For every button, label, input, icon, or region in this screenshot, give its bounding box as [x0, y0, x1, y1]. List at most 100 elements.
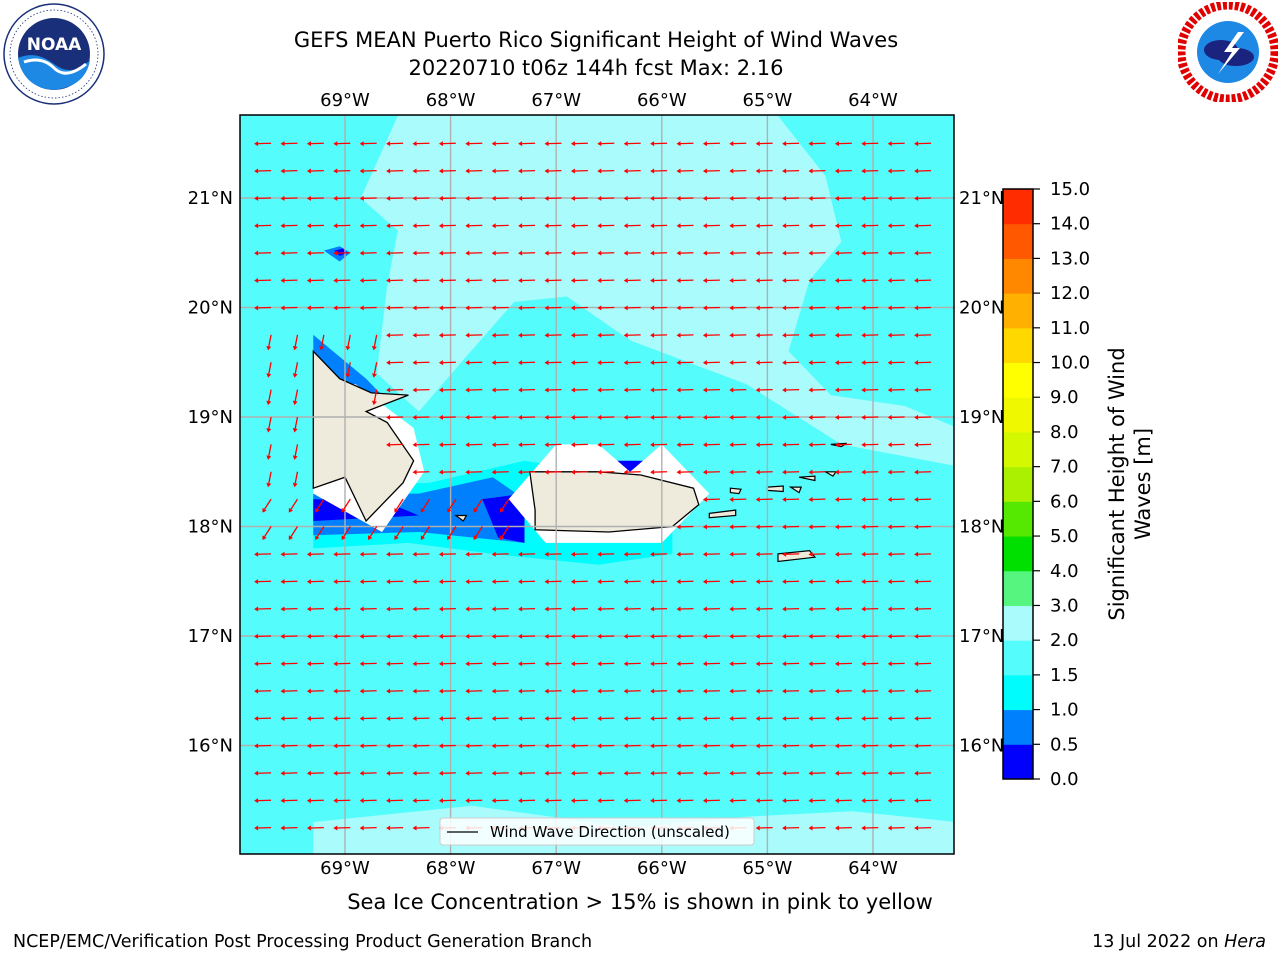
wave-direction-arrow: [412, 633, 430, 639]
wave-direction-arrow: [570, 442, 588, 448]
wave-direction-arrow: [834, 360, 852, 366]
wave-direction-arrow: [808, 770, 826, 776]
wave-direction-arrow: [808, 277, 826, 283]
wave-direction-arrow: [597, 250, 615, 256]
wave-direction-arrow: [914, 305, 932, 311]
wave-direction-arrow: [359, 250, 377, 256]
colorbar: 0.0 0.5 1.0 1.5 2.0 3.0 4.0 5.0 6.0 7.0 8.0 9.0 10.0…: [1002, 179, 1155, 790]
wave-direction-arrow: [518, 442, 536, 448]
wave-direction-arrow: [597, 277, 615, 283]
wave-direction-arrow: [518, 305, 536, 311]
colorbar-tick-label: 5.0: [1050, 526, 1079, 547]
wave-direction-arrow: [280, 661, 298, 667]
wave-direction-arrow: [544, 469, 562, 475]
wave-direction-arrow: [500, 498, 510, 513]
wave-direction-arrow: [729, 496, 747, 502]
wave-direction-arrow: [808, 633, 826, 639]
wave-direction-arrow: [676, 551, 694, 557]
wave-direction-arrow: [623, 387, 641, 393]
wave-direction-arrow: [491, 141, 509, 147]
wave-direction-arrow: [386, 442, 404, 448]
wave-direction-arrow: [623, 305, 641, 311]
wave-direction-arrow: [887, 360, 905, 366]
wave-direction-arrow: [386, 168, 404, 174]
wave-direction-arrow: [438, 798, 456, 804]
colorbar-tick-label: 0.0: [1050, 769, 1079, 790]
wave-direction-arrow: [333, 688, 351, 694]
wave-direction-arrow: [597, 743, 615, 749]
wave-direction-arrow: [887, 606, 905, 612]
wave-direction-arrow: [306, 715, 324, 721]
wave-direction-arrow: [861, 442, 879, 448]
wave-direction-arrow: [702, 579, 720, 585]
wave-direction-arrow: [887, 496, 905, 502]
wave-direction-arrow: [491, 579, 509, 585]
wave-direction-arrow: [597, 414, 615, 420]
colorbar-tick-label: 8.0: [1050, 422, 1079, 443]
wave-direction-arrow: [808, 360, 826, 366]
wave-direction-arrow: [491, 551, 509, 557]
wave-direction-arrow: [345, 362, 351, 378]
wave-direction-arrow: [280, 168, 298, 174]
wave-direction-arrow: [447, 526, 457, 540]
wave-direction-arrow: [570, 770, 588, 776]
wave-direction-arrow: [544, 442, 562, 448]
wave-direction-arrow: [544, 606, 562, 612]
wave-direction-arrow: [465, 715, 483, 721]
wave-direction-arrow: [438, 195, 456, 201]
wave-direction-arrow: [371, 389, 378, 406]
wave-direction-arrow: [465, 387, 483, 393]
wave-direction-arrow: [623, 168, 641, 174]
wave-direction-arrow: [755, 551, 773, 557]
map-plot-area: [240, 115, 954, 854]
wave-direction-arrow: [887, 414, 905, 420]
wave-direction-arrow: [702, 387, 720, 393]
wave-direction-arrow: [834, 305, 852, 311]
wave-direction-arrow: [412, 250, 430, 256]
wave-direction-arrow: [359, 551, 377, 557]
wave-direction-arrow: [914, 579, 932, 585]
wave-direction-arrow: [755, 305, 773, 311]
wave-direction-arrow: [465, 579, 483, 585]
wave-direction-arrow: [597, 195, 615, 201]
lat-label-left: 19°N: [188, 407, 233, 428]
wave-direction-arrow: [412, 387, 430, 393]
wave-direction-arrow: [394, 526, 404, 540]
wave-direction-arrow: [465, 250, 483, 256]
wave-direction-arrow: [597, 798, 615, 804]
wave-direction-arrow: [597, 387, 615, 393]
wave-direction-arrow: [570, 606, 588, 612]
wave-direction-arrow: [570, 633, 588, 639]
colorbar-tick-label: 1.5: [1050, 665, 1079, 686]
wave-direction-arrow: [914, 332, 932, 338]
wave-direction-arrow: [650, 360, 668, 366]
wave-direction-arrow: [544, 633, 562, 639]
wave-direction-arrow: [702, 305, 720, 311]
wave-direction-arrow: [861, 305, 879, 311]
wave-direction-arrow: [729, 798, 747, 804]
wave-direction-arrow: [887, 250, 905, 256]
wave-direction-arrow: [782, 551, 800, 557]
wave-direction-arrow: [518, 332, 536, 338]
wave-direction-arrow: [914, 168, 932, 174]
wave-direction-arrow: [306, 579, 324, 585]
wave-direction-arrow: [782, 360, 800, 366]
wave-direction-arrow: [808, 332, 826, 338]
wave-direction-arrow: [315, 526, 325, 540]
wave-direction-arrow: [333, 661, 351, 667]
wave-direction-arrow: [729, 223, 747, 229]
wave-direction-arrow: [280, 715, 298, 721]
wave-direction-arrow: [914, 387, 932, 393]
footer-credit: NCEP/EMC/Verification Post Processing Pr…: [13, 932, 593, 952]
lat-label-left: 18°N: [188, 517, 233, 538]
wave-direction-arrow: [438, 387, 456, 393]
wave-direction-arrow: [729, 305, 747, 311]
wave-direction-arrow: [254, 305, 272, 311]
wave-direction-arrow: [702, 633, 720, 639]
wave-direction-arrow: [359, 277, 377, 283]
wave-direction-arrow: [280, 250, 298, 256]
legend-label: Wind Wave Direction (unscaled): [490, 823, 730, 841]
wave-direction-arrow: [623, 551, 641, 557]
wave-direction-arrow: [280, 633, 298, 639]
wave-direction-arrow: [808, 496, 826, 502]
